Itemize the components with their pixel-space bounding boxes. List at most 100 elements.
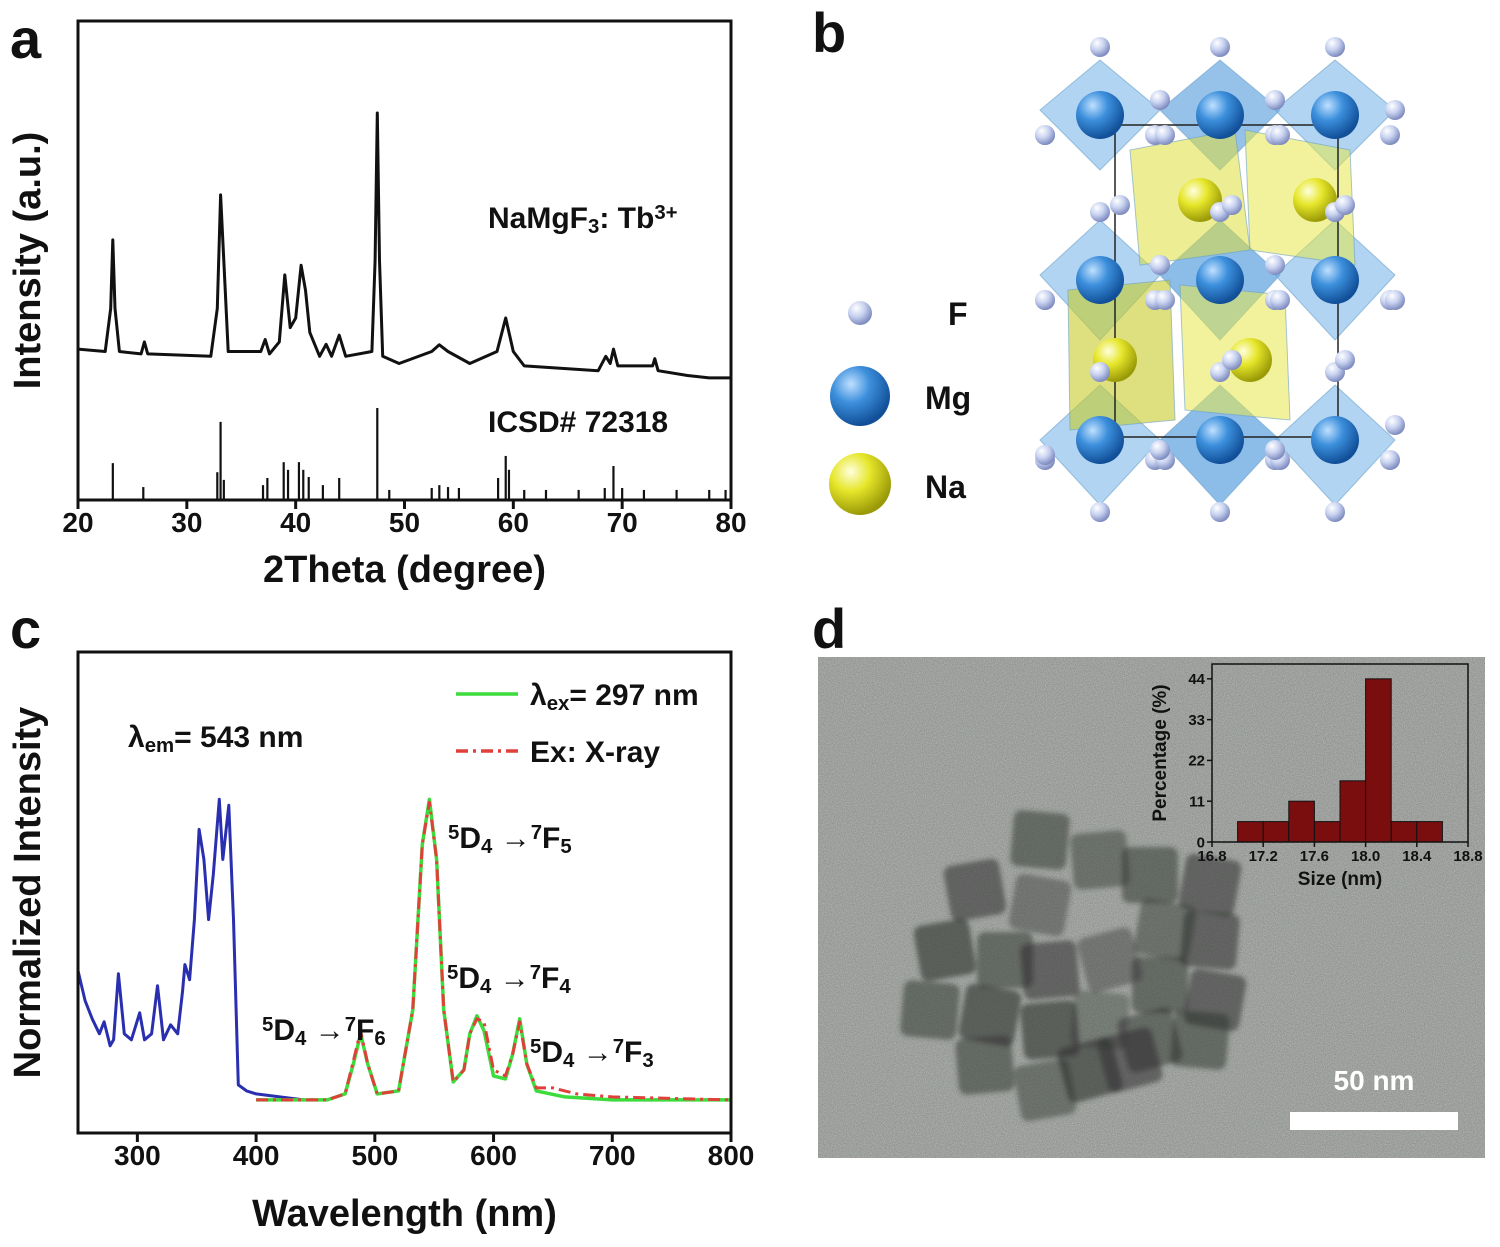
text-part: 4 [559,976,571,998]
atom [1035,290,1055,310]
particle [913,918,977,982]
atom [1311,256,1359,304]
atom [1385,100,1405,120]
text-part: D [541,1036,563,1069]
text-part: : Tb [599,202,654,235]
particle [1133,898,1197,962]
particle [1057,1037,1123,1103]
legend-label: Na [925,469,966,505]
atom [1090,37,1110,57]
x-tick-label: 20 [62,507,93,538]
text-part: D [459,822,481,855]
x-tick-label: 18.4 [1402,848,1432,865]
text-part: = 543 nm [174,721,303,754]
chart: 16.8 17.2 17.6 18.0 18.4 18.8 0 11 22 33 44 Size (n… [1150,663,1483,890]
x-axis-label: Wavelength (nm) [252,1193,557,1235]
atom [1150,255,1170,275]
particle [1170,1010,1230,1070]
text-part: → [574,1036,612,1069]
text-part: 5 [447,962,458,984]
plot-frame [1211,663,1469,843]
x-tick-label: 60 [498,507,529,538]
legend-label: F [948,296,968,332]
histogram-bar [1390,821,1418,843]
annotation: NaMgF3: Tb3+ [488,202,678,238]
histogram-bar [1262,821,1290,843]
y-axis-label: Normalized Intensity [7,707,49,1079]
particle [1013,1058,1077,1122]
atom [1325,502,1345,522]
text-part: D [273,1014,295,1047]
atom [1155,125,1175,145]
x-tick-label: 70 [607,507,638,538]
x-tick-label: 40 [280,507,311,538]
particle [1020,940,1080,1000]
x-tick-label: 300 [114,1140,161,1171]
atom [1196,256,1244,304]
atom [1265,90,1285,110]
y-axis-label: Intensity (a.u.) [7,132,49,390]
text-part: → [492,822,530,855]
text-part: → [306,1014,344,1047]
text-part: ex [547,693,570,715]
x-tick-label: 80 [715,507,746,538]
text-part: F [541,962,559,995]
text-part: NaMgF [488,202,588,235]
text-part: 5 [448,822,459,844]
annotation: λem= 543 nm [128,721,303,757]
text-part: 4 [480,976,492,998]
atom [1311,416,1359,464]
y-axis-label: Percentage (%) [1150,684,1171,821]
particle [943,858,1007,922]
legend-label: Mg [925,380,971,416]
panel-label: d [812,597,846,660]
particle [1077,927,1143,993]
scale-bar [1290,1112,1458,1130]
histogram-bar [1313,821,1341,843]
legend-atom [829,453,891,515]
y-tick-label: 22 [1188,753,1205,770]
text-part: 3+ [654,202,677,224]
atom [1035,445,1055,465]
crystal-structure [1035,37,1405,522]
text-part: 3 [642,1050,653,1072]
text-part: 4 [295,1028,307,1050]
particle [958,983,1022,1047]
legend-label: Ex: X-ray [530,736,660,769]
text-part: D [458,962,480,995]
panel-label: a [10,7,42,70]
panel-label: b [812,1,846,64]
text-part: 5 [560,836,571,858]
particle [977,932,1033,988]
text-part: 6 [374,1028,385,1050]
x-tick-label: 17.2 [1249,848,1278,865]
atom [1311,91,1359,139]
text-part: 4 [563,1050,575,1072]
plot-frame [76,650,733,1135]
text-part: 7 [530,962,541,984]
x-tick-label: 18.0 [1351,848,1380,865]
x-axis-label: Size (nm) [1298,869,1382,890]
series-line [78,111,731,380]
atom [1090,362,1110,382]
histogram-bar [1416,821,1443,843]
atom [1380,450,1400,470]
histogram-bar [1365,678,1392,843]
atom [1210,502,1230,522]
annotation: 5D4 →7F6 [262,1014,386,1050]
particle [1020,1000,1080,1060]
panel-label: c [10,597,41,660]
legend-atom [848,301,872,325]
text-part: λ [128,721,145,754]
x-tick-label: 16.8 [1197,848,1226,865]
x-tick-label: 400 [233,1140,280,1171]
atom [1150,90,1170,110]
text-part: = 297 nm [569,679,698,712]
text-part: F [624,1036,642,1069]
text-part: → [491,962,529,995]
atom [1090,202,1110,222]
atom [1228,338,1272,382]
atom [1150,440,1170,460]
